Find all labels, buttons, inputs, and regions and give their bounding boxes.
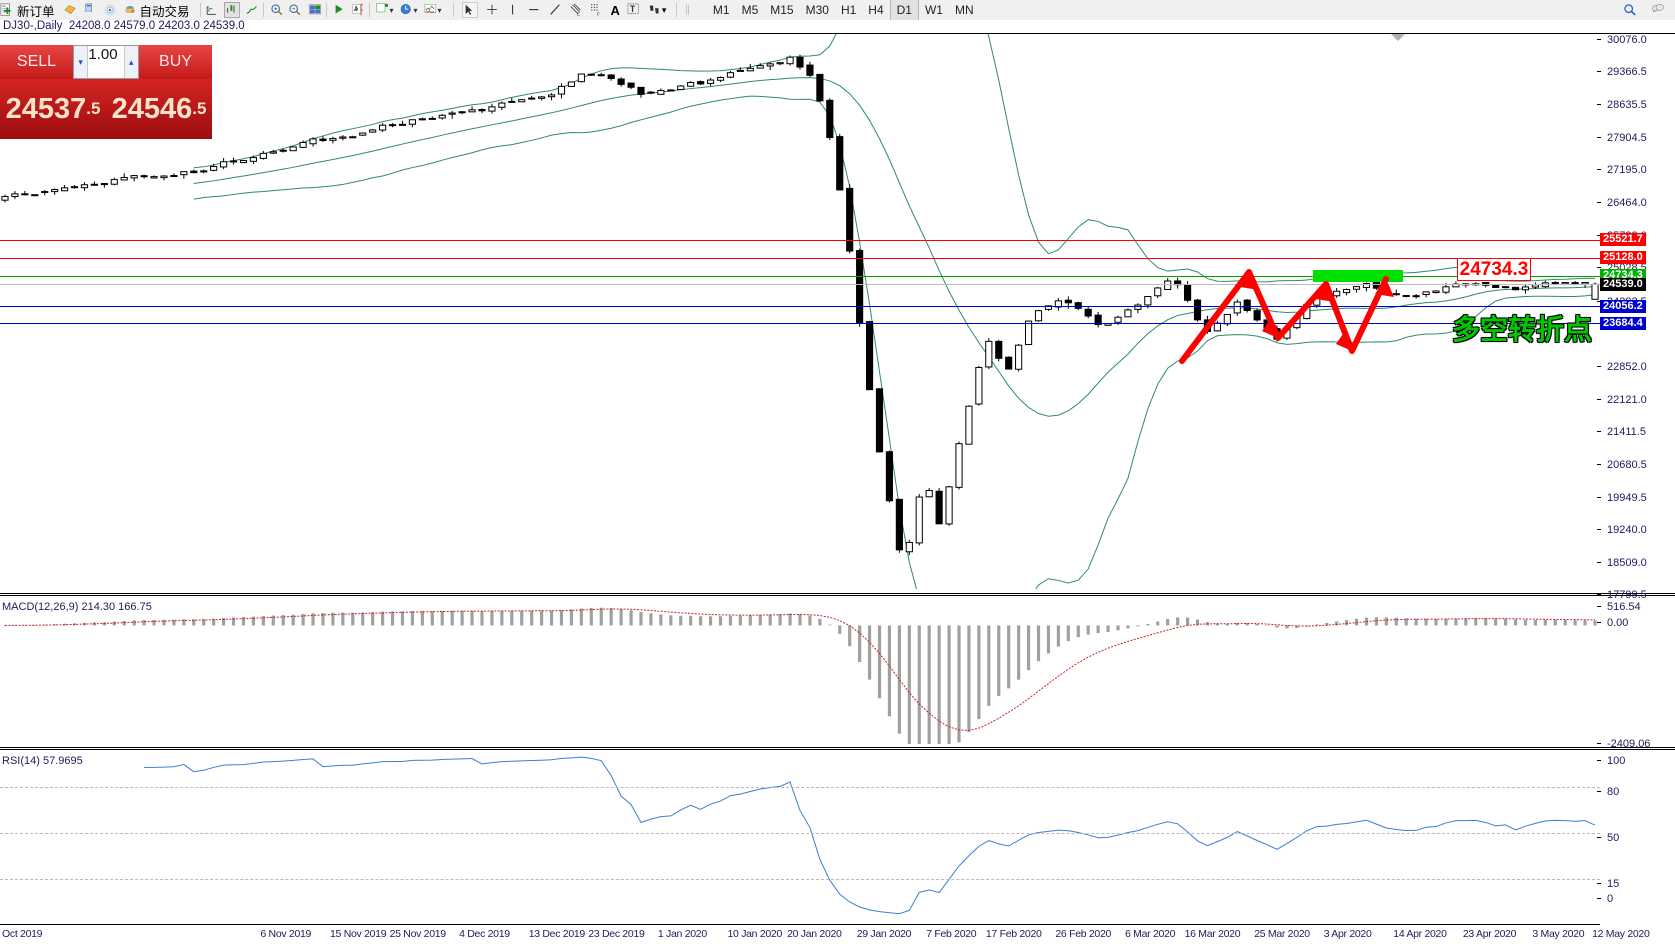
svg-text:F: F <box>597 12 600 17</box>
svg-text:T: T <box>630 4 636 14</box>
svg-text:E: E <box>576 12 579 17</box>
